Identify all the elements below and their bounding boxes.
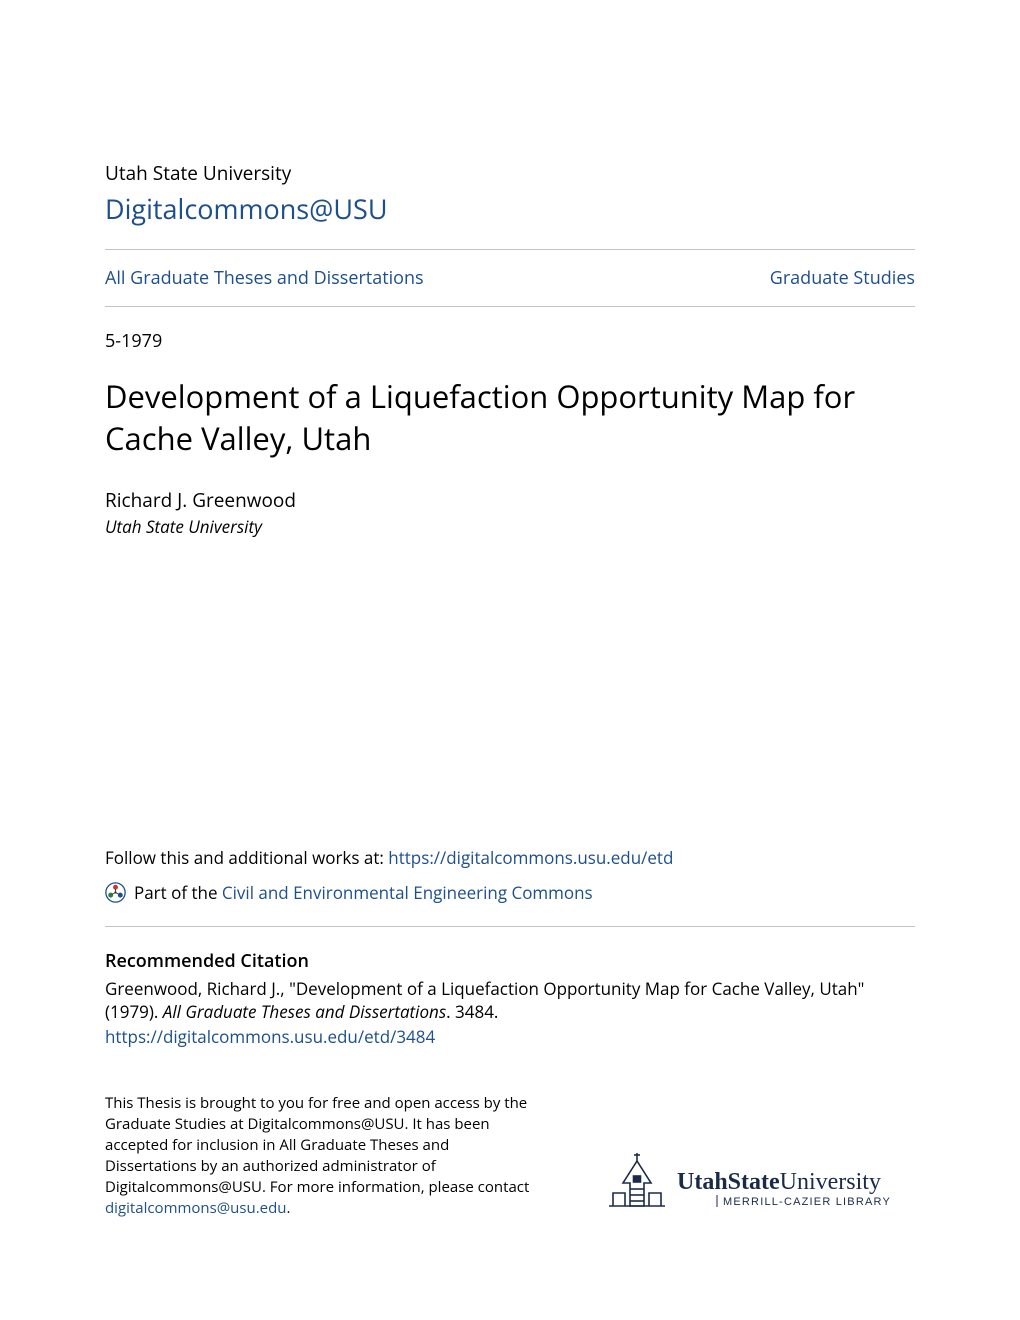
logo-subtext: MERRILL-CAZIER LIBRARY	[723, 1196, 891, 1208]
follow-url-link[interactable]: https://digitalcommons.usu.edu/etd	[388, 846, 673, 869]
divider-nav	[105, 306, 915, 307]
access-suffix: .	[286, 1198, 290, 1218]
usu-library-logo: UtahStateUniversity MERRILL-CAZIER LIBRA…	[595, 1143, 915, 1219]
svg-text:UtahStateUniversity: UtahStateUniversity	[677, 1169, 881, 1195]
content-spacer	[105, 538, 915, 846]
contact-email-link[interactable]: digitalcommons@usu.edu	[105, 1198, 286, 1218]
breadcrumb-nav: All Graduate Theses and Dissertations Gr…	[105, 250, 915, 306]
repository-link[interactable]: Digitalcommons@USU	[105, 190, 388, 227]
citation-number: . 3484.	[446, 1000, 498, 1023]
footer-row: This Thesis is brought to you for free a…	[105, 1093, 915, 1219]
citation-series: All Graduate Theses and Dissertations	[163, 1000, 446, 1023]
nav-parent-link[interactable]: Graduate Studies	[770, 266, 915, 290]
citation-heading: Recommended Citation	[105, 949, 915, 973]
document-title: Development of a Liquefaction Opportunit…	[105, 377, 915, 461]
page-container: Utah State University Digitalcommons@USU…	[0, 0, 1020, 1279]
logo-text-bold: UtahState	[677, 1169, 780, 1195]
network-icon	[105, 882, 126, 903]
open-access-statement: This Thesis is brought to you for free a…	[105, 1093, 535, 1219]
follow-works-line: Follow this and additional works at: htt…	[105, 846, 915, 869]
commons-link[interactable]: Civil and Environmental Engineering Comm…	[222, 881, 593, 904]
logo-text-light: University	[780, 1169, 881, 1195]
nav-collection-link[interactable]: All Graduate Theses and Dissertations	[105, 266, 424, 290]
author-name: Richard J. Greenwood	[105, 487, 915, 513]
author-affiliation: Utah State University	[105, 515, 915, 538]
part-of-prefix: Part of the	[134, 881, 222, 904]
access-body: This Thesis is brought to you for free a…	[105, 1093, 529, 1197]
citation-url-link[interactable]: https://digitalcommons.usu.edu/etd/3484	[105, 1025, 915, 1049]
part-of-row: Part of the Civil and Environmental Engi…	[105, 881, 915, 904]
institution-name: Utah State University	[105, 160, 915, 186]
publication-date: 5-1979	[105, 329, 915, 353]
follow-prefix: Follow this and additional works at:	[105, 846, 388, 869]
divider-citation	[105, 926, 915, 927]
citation-body: Greenwood, Richard J., "Development of a…	[105, 977, 915, 1049]
part-of-text: Part of the Civil and Environmental Engi…	[134, 881, 593, 904]
